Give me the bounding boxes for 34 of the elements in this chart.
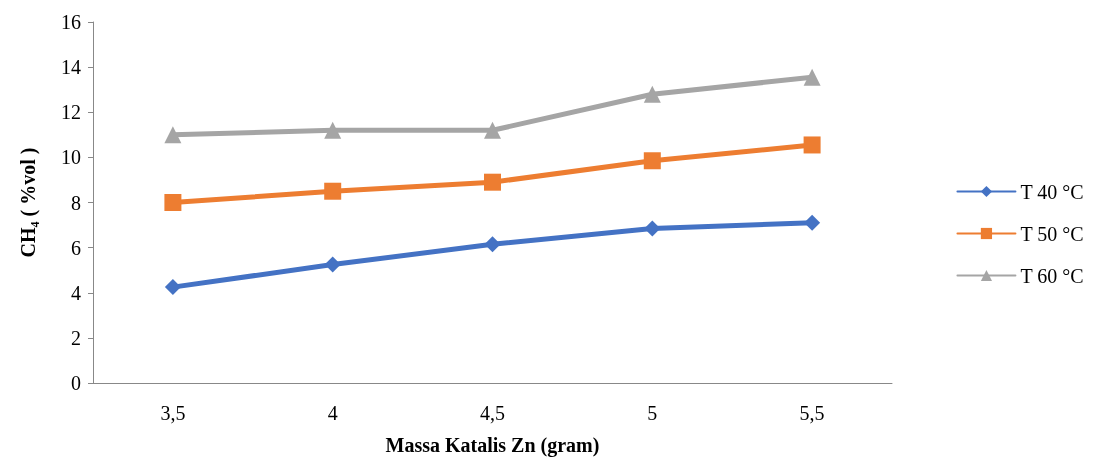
x-tick-label: 4 [327, 402, 338, 424]
point [484, 236, 501, 253]
point [644, 220, 661, 237]
y-tick-label: 16 [61, 11, 81, 33]
point [324, 256, 341, 273]
y-axis-title: CH₄ ( %vol ) [17, 147, 40, 258]
x-axis-title: Massa Katalis Zn (gram) [385, 434, 600, 457]
y-tick-label: 4 [71, 281, 81, 304]
point [643, 85, 661, 103]
point [324, 182, 342, 200]
legend-label: T 60 °C [1020, 264, 1084, 287]
y-tick-label: 12 [61, 101, 81, 124]
point [164, 126, 182, 144]
point [804, 214, 821, 231]
x-tick-label: 3,5 [160, 402, 186, 424]
point [324, 121, 342, 139]
y-tick-label: 2 [71, 326, 81, 349]
point [484, 173, 501, 191]
point [164, 194, 182, 211]
x-tick-label: 5 [647, 402, 658, 424]
x-tick-label: 4,5 [480, 402, 505, 424]
point [164, 279, 181, 296]
x-tick-label: 5,5 [799, 402, 825, 424]
legend-label: T 50 °C [1020, 222, 1084, 245]
y-tick-label: 10 [61, 146, 81, 169]
point [803, 136, 821, 154]
point [643, 152, 661, 170]
y-tick-label: 0 [71, 372, 81, 394]
y-tick-label: 6 [71, 236, 81, 259]
point [803, 68, 821, 86]
legend-label: T 40 °C [1020, 180, 1084, 203]
y-tick-label: 8 [71, 191, 81, 214]
y-tick-label: 14 [61, 56, 81, 79]
point [484, 121, 501, 139]
